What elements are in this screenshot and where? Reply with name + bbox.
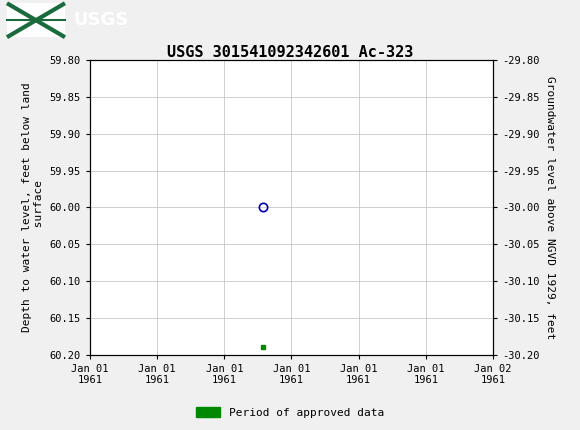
FancyBboxPatch shape xyxy=(7,3,65,37)
Text: USGS: USGS xyxy=(74,11,129,29)
Y-axis label: Groundwater level above NGVD 1929, feet: Groundwater level above NGVD 1929, feet xyxy=(545,76,555,339)
Text: USGS 301541092342601 Ac-323: USGS 301541092342601 Ac-323 xyxy=(167,45,413,60)
Y-axis label: Depth to water level, feet below land
 surface: Depth to water level, feet below land su… xyxy=(23,83,44,332)
Legend: Period of approved data: Period of approved data xyxy=(191,403,389,422)
